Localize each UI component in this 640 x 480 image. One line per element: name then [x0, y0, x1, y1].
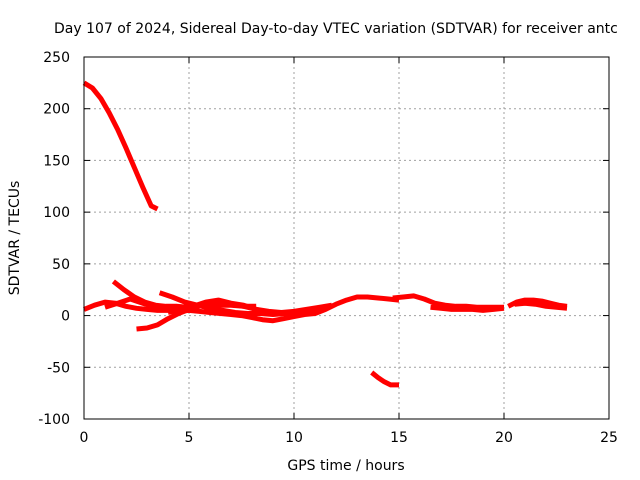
x-tick-label: 20 — [495, 430, 513, 446]
series-line-arc-1 — [82, 80, 159, 212]
x-tick-label: 15 — [390, 430, 408, 446]
axis-ticks: 0 5 10 15 20 25 -100 -50 0 50 100 150 200 250 — [38, 50, 618, 446]
x-axis-label: GPS time / hours — [287, 458, 404, 474]
y-tick-label: 50 — [52, 257, 70, 273]
y-axis-label: SDTVAR / TECUs — [7, 181, 23, 296]
y-tick-label: 0 — [61, 309, 70, 325]
series-line-arc-11 — [430, 304, 505, 313]
x-tick-label: 25 — [600, 430, 618, 446]
series-line-arc-8 — [192, 297, 333, 315]
x-tick-label: 10 — [285, 430, 303, 446]
y-tick-label: -50 — [47, 360, 70, 376]
series-line-arc-13 — [514, 300, 568, 311]
y-tick-label: 200 — [43, 102, 70, 118]
x-tick-label: 0 — [80, 430, 89, 446]
chart-title: Day 107 of 2024, Sidereal Day-to-day VTE… — [54, 21, 618, 37]
y-tick-label: 100 — [43, 205, 70, 221]
series-line-arc-10 — [392, 293, 504, 310]
series-group — [82, 80, 568, 388]
y-tick-label: 150 — [43, 153, 70, 169]
plot-frame — [83, 56, 610, 420]
series-line-arc-2 — [83, 294, 400, 324]
series-line-arc-9 — [370, 370, 399, 388]
grid — [84, 57, 609, 419]
x-tick-label: 5 — [185, 430, 194, 446]
y-tick-label: 250 — [43, 50, 70, 66]
y-tick-label: -100 — [38, 412, 70, 428]
